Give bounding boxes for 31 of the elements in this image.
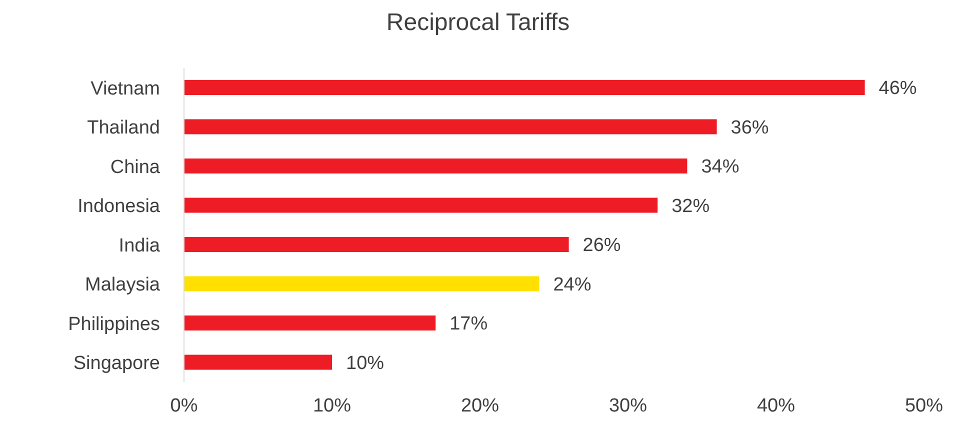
data-label: 36% <box>730 117 769 138</box>
data-label: 34% <box>701 156 740 178</box>
data-label: 26% <box>582 235 621 256</box>
bar <box>184 237 569 252</box>
bar <box>184 119 717 134</box>
y-tick-label: Malaysia <box>85 274 160 296</box>
x-tick-label: 10% <box>312 395 352 416</box>
bar <box>184 276 540 292</box>
data-label: 46% <box>878 78 917 100</box>
y-tick-label: Thailand <box>87 118 160 139</box>
bar <box>184 354 332 370</box>
x-tick-label: 20% <box>460 395 500 416</box>
x-tick-label: 0% <box>170 395 198 416</box>
y-tick-label: Vietnam <box>90 78 160 100</box>
y-tick-label: Philippines <box>68 314 160 335</box>
y-tick-label: China <box>110 156 160 178</box>
data-label: 24% <box>553 274 592 296</box>
data-label: 17% <box>450 314 488 335</box>
data-label: 10% <box>346 352 384 374</box>
y-tick-label: India <box>118 235 160 256</box>
bar <box>184 80 865 95</box>
y-tick-label: Indonesia <box>78 196 160 218</box>
chart-title: Reciprocal Tariffs <box>385 8 571 38</box>
bar <box>184 316 436 330</box>
bar <box>184 198 658 213</box>
x-tick-label: 40% <box>756 395 796 416</box>
data-label: 32% <box>672 196 710 217</box>
bar <box>184 158 688 174</box>
x-tick-label: 30% <box>608 395 648 416</box>
y-tick-label: Singapore <box>73 353 160 374</box>
x-tick-label: 50% <box>904 395 944 416</box>
